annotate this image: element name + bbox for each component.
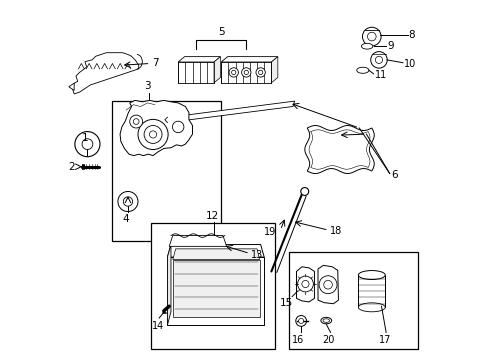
Text: 14: 14 <box>151 320 163 330</box>
Text: 5: 5 <box>218 27 224 37</box>
Circle shape <box>129 115 142 128</box>
Polygon shape <box>296 267 314 302</box>
Polygon shape <box>214 57 220 83</box>
Circle shape <box>295 316 306 326</box>
Text: 13: 13 <box>250 249 263 260</box>
Circle shape <box>149 131 156 138</box>
Circle shape <box>241 68 250 77</box>
Circle shape <box>297 276 313 292</box>
Text: 8: 8 <box>408 31 414 40</box>
Ellipse shape <box>356 67 368 73</box>
Circle shape <box>75 132 100 157</box>
Text: 11: 11 <box>374 70 386 80</box>
Ellipse shape <box>320 318 331 324</box>
Text: 18: 18 <box>329 226 342 236</box>
Circle shape <box>362 27 380 46</box>
Text: 10: 10 <box>403 59 415 69</box>
Circle shape <box>255 68 265 77</box>
Circle shape <box>300 188 308 195</box>
Circle shape <box>144 126 162 143</box>
Text: 15: 15 <box>280 298 293 309</box>
Bar <box>221 62 271 83</box>
Ellipse shape <box>358 303 385 312</box>
Circle shape <box>82 139 93 149</box>
Text: 3: 3 <box>144 81 151 91</box>
Bar <box>151 223 274 348</box>
Ellipse shape <box>361 43 372 49</box>
Polygon shape <box>172 249 259 260</box>
Text: 7: 7 <box>152 58 159 68</box>
Bar <box>112 101 221 241</box>
Text: 16: 16 <box>291 335 304 345</box>
Text: 2: 2 <box>68 162 75 172</box>
Polygon shape <box>72 53 139 94</box>
Circle shape <box>118 192 138 212</box>
Polygon shape <box>169 235 226 246</box>
Polygon shape <box>167 244 264 257</box>
Text: 6: 6 <box>391 170 397 180</box>
Text: 20: 20 <box>322 335 334 345</box>
Circle shape <box>228 68 238 77</box>
Text: 17: 17 <box>378 335 390 345</box>
Polygon shape <box>120 100 192 156</box>
Circle shape <box>367 32 375 41</box>
Polygon shape <box>304 126 373 174</box>
Circle shape <box>319 276 336 294</box>
Circle shape <box>298 319 303 323</box>
Polygon shape <box>167 101 294 123</box>
Polygon shape <box>221 57 277 62</box>
Text: 1: 1 <box>81 133 88 143</box>
Bar <box>178 62 214 83</box>
Polygon shape <box>271 57 277 83</box>
Bar <box>289 252 418 348</box>
Circle shape <box>138 120 168 149</box>
Polygon shape <box>172 260 259 317</box>
Polygon shape <box>317 265 338 304</box>
Circle shape <box>123 197 132 206</box>
Ellipse shape <box>358 271 385 279</box>
Polygon shape <box>167 257 264 325</box>
Circle shape <box>133 119 139 125</box>
Polygon shape <box>178 57 220 62</box>
Text: 12: 12 <box>205 211 219 221</box>
Ellipse shape <box>323 319 329 322</box>
Circle shape <box>323 280 332 289</box>
Polygon shape <box>167 244 171 325</box>
Text: 9: 9 <box>386 41 393 51</box>
Circle shape <box>301 280 308 288</box>
Bar <box>358 275 385 307</box>
Circle shape <box>258 70 262 75</box>
Circle shape <box>172 121 183 133</box>
Circle shape <box>231 70 235 75</box>
Polygon shape <box>69 83 74 90</box>
Circle shape <box>244 70 248 75</box>
Circle shape <box>375 56 382 63</box>
Circle shape <box>370 51 386 68</box>
Text: 19: 19 <box>263 227 276 237</box>
Text: 4: 4 <box>122 214 129 224</box>
